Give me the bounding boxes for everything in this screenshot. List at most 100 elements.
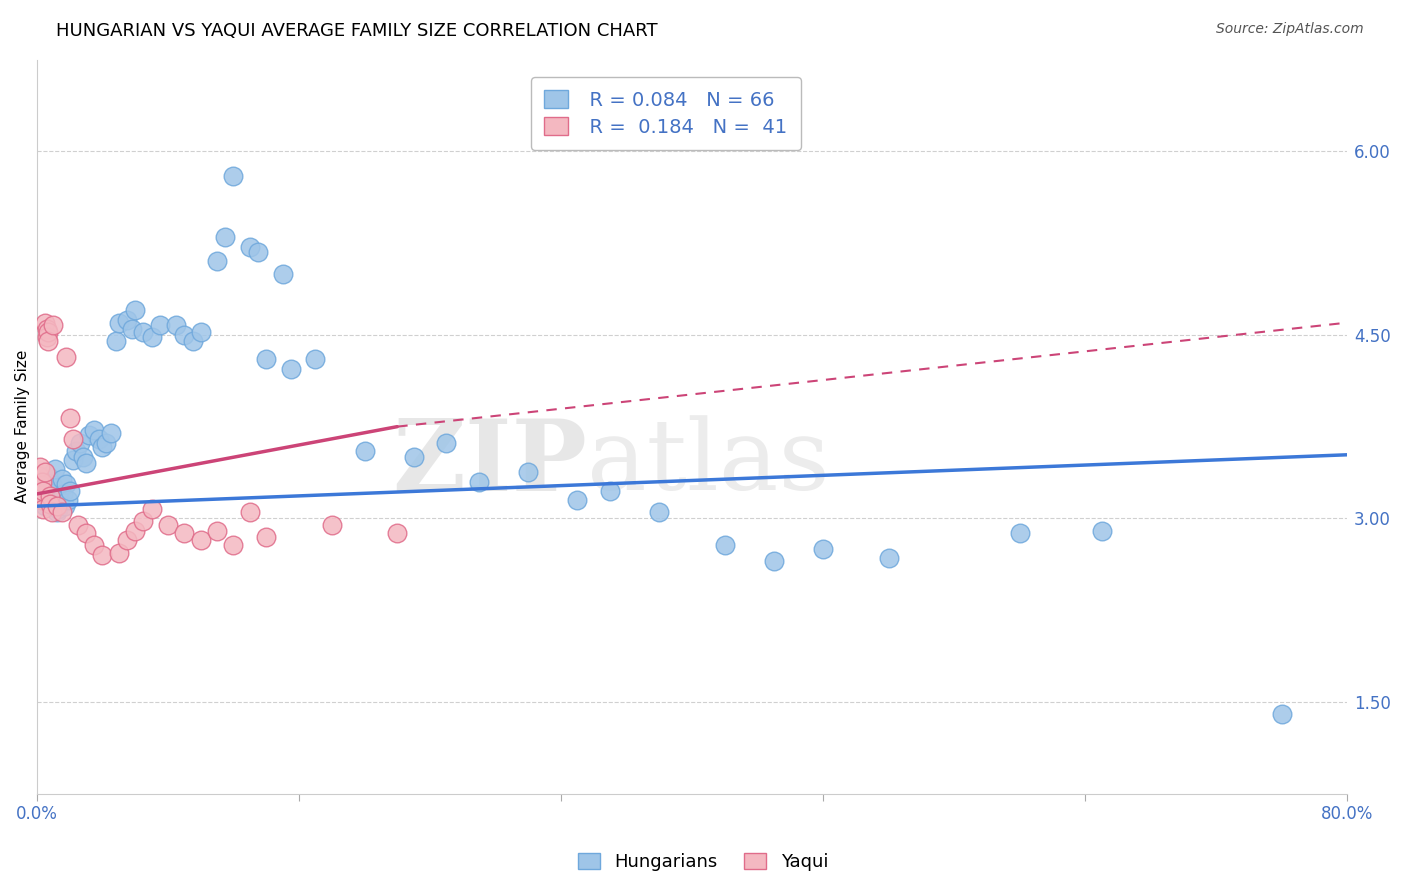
Point [69,435,91,450]
Point [156,517,179,532]
Point [1090,524,1112,538]
Point [45,499,67,513]
Point [239,240,262,254]
Point [35,322,58,336]
Point [31,493,53,508]
Point [32,484,55,499]
Point [53,499,76,513]
Point [49,493,72,508]
Point [39,489,62,503]
Point [149,318,172,332]
Point [59,484,82,499]
Point [34,316,56,330]
Point [517,465,540,479]
Point [62,452,84,467]
Point [27,487,49,501]
Point [762,554,785,568]
Point [205,254,228,268]
Text: atlas: atlas [588,416,830,511]
Point [35,484,58,499]
Point [32,481,55,495]
Text: Source: ZipAtlas.com: Source: ZipAtlas.com [1216,22,1364,37]
Text: ZIP: ZIP [392,415,588,512]
Point [75,456,97,470]
Point [65,444,87,458]
Point [62,432,84,446]
Point [254,352,277,367]
Point [27,487,49,501]
Point [271,267,294,281]
Point [115,313,138,327]
Point [44,462,66,476]
Point [173,327,195,342]
Point [37,326,59,340]
Legend:   R = 0.084   N = 66,   R =  0.184   N =  41: R = 0.084 N = 66, R = 0.184 N = 41 [530,77,801,151]
Point [1008,526,1031,541]
Point [59,411,82,425]
Point [30,477,52,491]
Point [222,169,245,183]
Point [811,541,834,556]
Point [94,435,117,450]
Point [75,526,97,541]
Point [32,501,55,516]
Point [35,330,58,344]
Point [91,548,114,562]
Point [72,450,94,465]
Y-axis label: Average Family Size: Average Family Size [15,350,30,503]
Point [141,501,163,516]
Point [567,493,589,508]
Point [304,352,326,367]
Point [181,334,204,348]
Point [42,318,65,332]
Point [108,546,131,560]
Point [34,499,56,513]
Point [222,538,245,552]
Point [31,493,53,508]
Point [247,244,270,259]
Point [173,526,195,541]
Point [321,517,343,532]
Point [34,465,56,479]
Point [132,326,155,340]
Point [56,493,79,508]
Point [52,487,75,501]
Legend: Hungarians, Yaqui: Hungarians, Yaqui [571,846,835,879]
Point [190,326,212,340]
Point [239,505,262,519]
Point [214,230,236,244]
Point [41,477,63,491]
Point [37,334,59,348]
Point [254,530,277,544]
Point [115,533,138,548]
Point [55,350,77,364]
Point [124,303,146,318]
Point [205,524,228,538]
Point [39,497,62,511]
Point [27,468,49,483]
Text: HUNGARIAN VS YAQUI AVERAGE FAMILY SIZE CORRELATION CHART: HUNGARIAN VS YAQUI AVERAGE FAMILY SIZE C… [56,22,658,40]
Point [89,432,111,446]
Point [353,444,375,458]
Point [30,460,52,475]
Point [190,533,212,548]
Point [877,550,900,565]
Point [387,526,409,541]
Point [46,501,69,516]
Point [31,475,53,489]
Point [55,477,77,491]
Point [91,441,114,455]
Point [468,475,491,489]
Point [108,316,131,330]
Point [648,505,671,519]
Point [402,450,425,465]
Point [39,489,62,503]
Point [165,318,187,332]
Point [30,475,52,489]
Point [124,524,146,538]
Point [37,468,59,483]
Point [714,538,737,552]
Point [100,425,122,440]
Point [599,484,621,499]
Point [1271,707,1294,722]
